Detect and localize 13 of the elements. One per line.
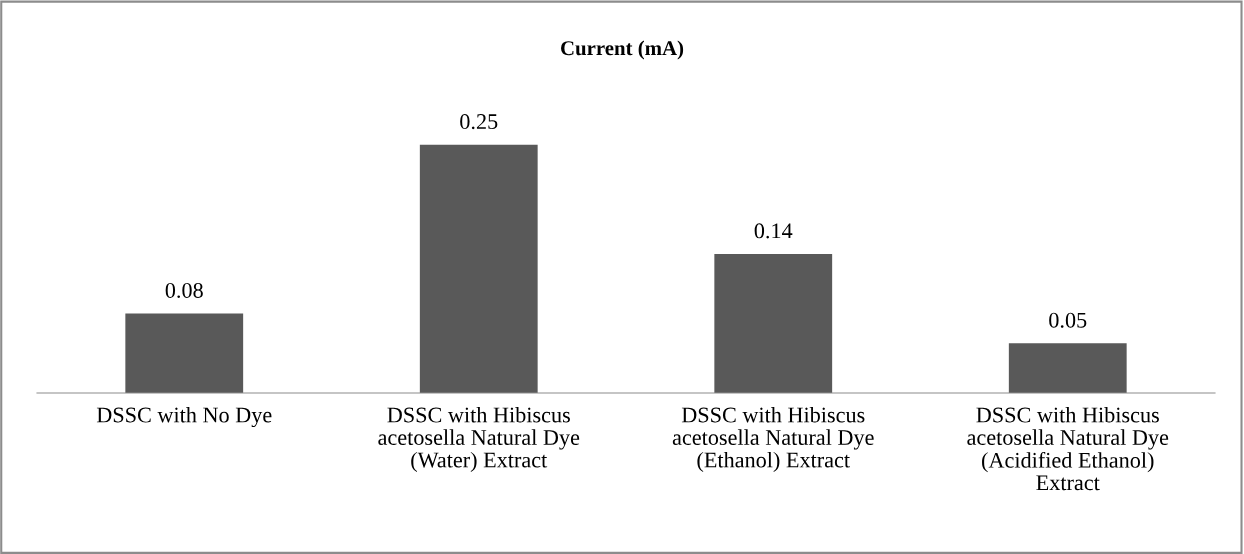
x-tick-label: DSSC with Hibiscus acetosella Natural Dye (Water) Extract — [378, 406, 580, 473]
bar — [1008, 343, 1127, 393]
chart-title: Current (mA) — [561, 40, 684, 60]
data-label: 0.05 — [1049, 312, 1087, 328]
data-label: 0.25 — [460, 114, 498, 130]
bar — [125, 313, 244, 393]
bar — [714, 253, 833, 393]
data-label: 0.14 — [754, 223, 793, 239]
data-label: 0.08 — [165, 282, 203, 299]
bar — [419, 144, 538, 393]
x-tick-label: DSSC with Hibiscus acetosella Natural Dye (Ethanol) Extract — [672, 406, 874, 473]
x-tick-label: DSSC with No Dye — [96, 406, 272, 428]
x-tick-label: DSSC with Hibiscus acetosella Natural Dye (Acidified Ethanol) Extract — [967, 406, 1169, 491]
